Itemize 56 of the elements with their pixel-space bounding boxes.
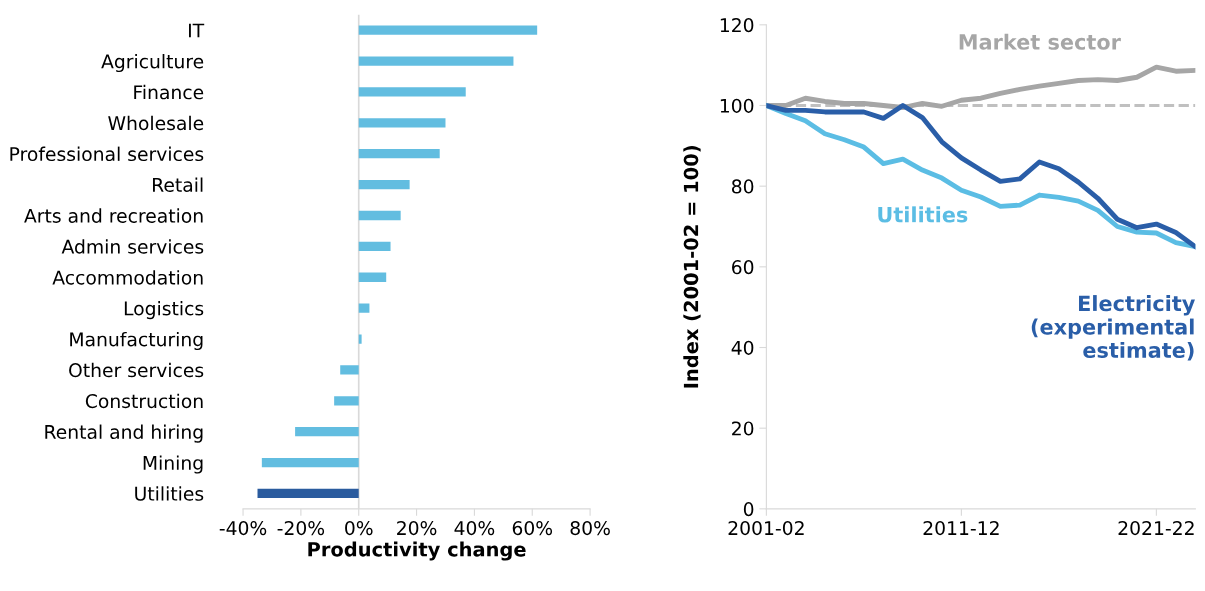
text: Electricity (experimental estimate) <box>1031 295 1195 361</box>
y-tick-label: 120 <box>720 18 754 33</box>
x-tick-label: 2011-12 <box>923 520 999 536</box>
bar <box>358 303 370 313</box>
bar <box>358 272 387 282</box>
y-tick-label: Finance <box>134 84 204 100</box>
x-tick-label: 2021-22 <box>1118 520 1194 536</box>
x-tick-label: 20% <box>397 520 437 536</box>
y-tick-label: Wholesale <box>108 115 204 131</box>
x-tick-label: 0% <box>345 520 373 536</box>
series-label: Utilities <box>878 206 968 223</box>
y-tick-label: Retail <box>153 177 203 192</box>
y-tick-label: IT <box>189 23 205 38</box>
bar <box>358 56 514 66</box>
y-tick-label: Agriculture <box>101 53 204 73</box>
bar <box>358 179 410 190</box>
y-tick-label: Other services <box>69 362 204 378</box>
y-tick-label: 100 <box>720 98 754 113</box>
bar <box>340 365 359 375</box>
x-tick-label: 2001-02 <box>728 520 804 536</box>
y-tick-label: Logistics <box>124 301 204 320</box>
x-tick-label: -40% <box>219 520 267 536</box>
bar <box>257 488 359 499</box>
y-tick-label: Construction <box>85 393 203 409</box>
line-series <box>766 103 1196 250</box>
y-tick-label: Admin services <box>61 239 204 254</box>
y-tick-label: 0 <box>743 502 754 517</box>
bar <box>295 427 359 437</box>
x-tick-label: 60% <box>512 520 553 536</box>
x-tick-label: 40% <box>454 520 495 536</box>
bar <box>358 210 401 221</box>
y-axis-title: Index (2001-02 = 100) <box>683 146 701 388</box>
bar <box>358 241 391 252</box>
bar <box>261 457 359 468</box>
y-tick-label: 60 <box>732 260 754 275</box>
y-tick-label: Rental and hiring <box>45 424 203 443</box>
y-tick-label: 40 <box>731 340 754 355</box>
line-series <box>766 64 1196 110</box>
y-tick-label: Accommodation <box>52 270 203 285</box>
bar <box>358 334 362 344</box>
y-tick-label: Professional services <box>10 146 204 162</box>
x-axis-title: Productivity change <box>308 541 526 561</box>
y-tick-label: Arts and recreation <box>24 208 203 223</box>
y-tick-label: Utilities <box>135 486 204 501</box>
bar <box>358 149 440 159</box>
x-tick-label: 80% <box>570 520 610 536</box>
series-label: Market sector <box>959 33 1121 50</box>
y-tick-label: Mining <box>143 455 203 474</box>
y-tick-label: 20 <box>732 421 754 436</box>
x-tick-label: -20% <box>277 520 325 536</box>
bar <box>358 118 446 128</box>
y-tick-label: Manufacturing <box>70 331 203 351</box>
bar <box>358 87 466 97</box>
bar <box>334 396 359 406</box>
y-tick-label: 80 <box>731 179 754 194</box>
bar <box>358 25 538 35</box>
